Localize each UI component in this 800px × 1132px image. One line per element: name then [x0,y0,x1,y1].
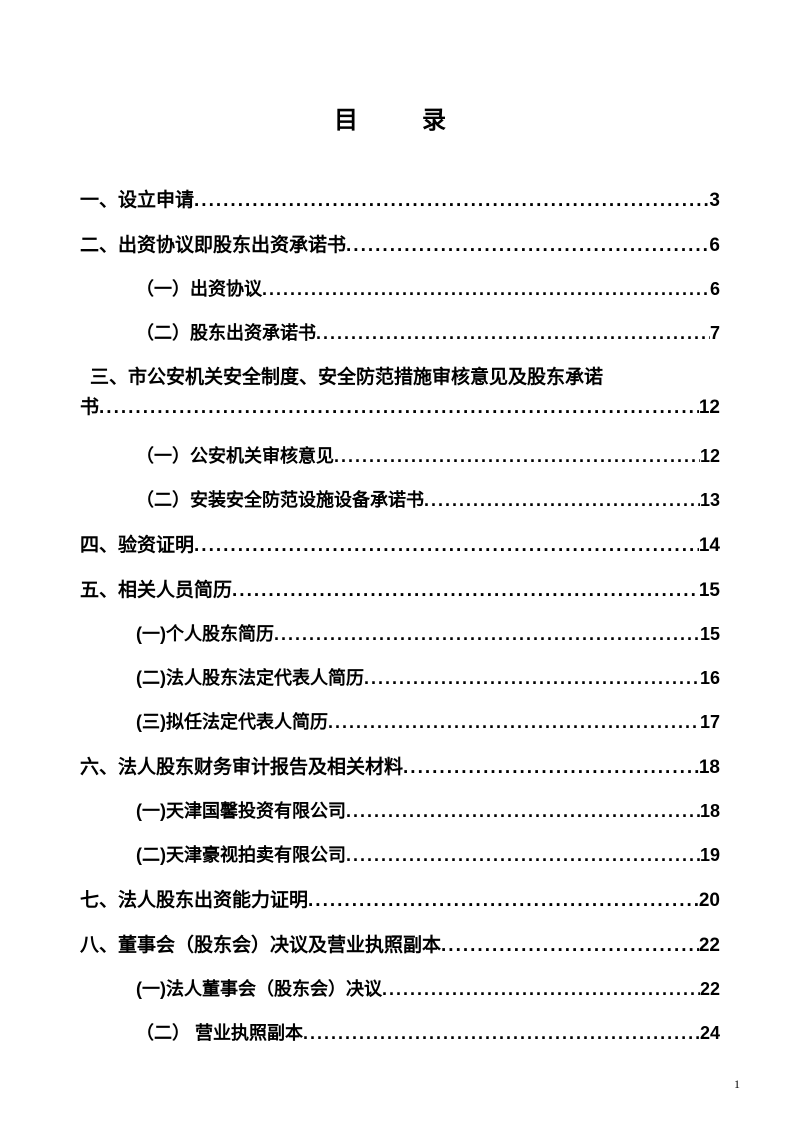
toc-entry-line2: 书.......................................… [80,393,720,423]
toc-entry-label: (一)个人股东简历 [136,620,274,646]
toc-entry-label: 二、出资协议即股东出资承诺书 [80,230,346,257]
toc-entry-label-line1: 三、市公安机关安全制度、安全防范措施审核意见及股东承诺 [80,363,720,393]
toc-entry-dots: ........................................… [346,235,709,257]
toc-entry-dots: ........................................… [194,535,699,557]
toc-entry-label: 七、法人股东出资能力证明 [80,885,308,912]
toc-entry-page: 7 [710,323,720,344]
toc-entry-page: 15 [699,580,720,602]
toc-entry-page: 3 [709,190,720,212]
toc-entry-label: (二)法人股东法定代表人简历 [136,664,364,690]
toc-entry-page: 12 [699,393,720,423]
toc-entry-label: 一、设立申请 [80,185,194,212]
toc-entry: 一、设立申请..................................… [80,185,720,212]
toc-entry: （二） 营业执照副本..............................… [80,1019,720,1045]
toc-entry-label: （二）股东出资承诺书 [136,319,316,345]
toc-entry-label: （二）安装安全防范设施设备承诺书 [136,486,424,512]
toc-entry: （一）出资协议.................................… [80,275,720,301]
toc-entry-label: (三)拟任法定代表人简历 [136,708,328,734]
toc-entry-dots: ........................................… [303,1023,700,1044]
toc-entry-page: 17 [700,712,720,733]
toc-entry-label: (一)法人董事会（股东会）决议 [136,975,382,1001]
toc-entry-dots: ........................................… [274,624,700,645]
toc-entry-label: (一)天津国馨投资有限公司 [136,797,346,823]
toc-entry-page: 18 [700,801,720,822]
toc-entry-dots: ........................................… [99,393,699,423]
page-number: 1 [734,1077,740,1092]
toc-title-text: 目 录 [334,107,466,134]
toc-entry-dots: ........................................… [424,490,700,511]
toc-entry: (一)法人董事会（股东会）决议.........................… [80,975,720,1001]
toc-entry-dots: ........................................… [346,845,700,866]
toc-entry-page: 18 [699,757,720,779]
toc-entry-dots: ........................................… [364,668,700,689]
toc-entry-dots: ........................................… [403,757,699,779]
toc-entry-page: 16 [700,668,720,689]
toc-entry-label: (二)天津豪视拍卖有限公司 [136,841,346,867]
toc-entry-page: 14 [699,535,720,557]
toc-entry-page: 6 [710,279,720,300]
toc-entry-page: 24 [700,1023,720,1044]
toc-entry-page: 20 [699,890,720,912]
toc-entry-page: 22 [700,979,720,1000]
toc-entry-label: 八、董事会（股东会）决议及营业执照副本 [80,930,441,957]
toc-entry: 二、出资协议即股东出资承诺书..........................… [80,230,720,257]
toc-entry: (三)拟任法定代表人简历............................… [80,708,720,734]
toc-entry: 六、法人股东财务审计报告及相关材料.......................… [80,752,720,779]
toc-entry-page: 13 [700,490,720,511]
toc-entry-label: （一）公安机关审核意见 [136,442,334,468]
toc-entry-dots: ........................................… [441,935,699,957]
toc-entry-dots: ........................................… [194,190,709,212]
toc-entry-dots: ........................................… [316,323,710,344]
toc-entry-page: 19 [700,845,720,866]
toc-entry: （一）公安机关审核意见.............................… [80,442,720,468]
toc-entry-dots: ........................................… [346,801,700,822]
toc-entry-label: （一）出资协议 [136,275,262,301]
toc-entry-page: 22 [699,935,720,957]
toc-entry-dots: ........................................… [232,580,699,602]
toc-entry-label: 五、相关人员简历 [80,575,232,602]
toc-entry: 七、法人股东出资能力证明............................… [80,885,720,912]
toc-entry-page: 12 [700,446,720,467]
toc-entry-label-line2: 书 [80,393,99,423]
toc-entry: 五、相关人员简历................................… [80,575,720,602]
toc-entry-dots: ........................................… [328,712,700,733]
toc-entry-label: 六、法人股东财务审计报告及相关材料 [80,752,403,779]
toc-entry-dots: ........................................… [308,890,699,912]
toc-entry: (二)天津豪视拍卖有限公司...........................… [80,841,720,867]
toc-title: 目 录 [80,100,720,135]
toc-entry: 八、董事会（股东会）决议及营业执照副本.....................… [80,930,720,957]
toc-entry: (二)法人股东法定代表人简历..........................… [80,664,720,690]
toc-entry: （二）股东出资承诺书..............................… [80,319,720,345]
toc-entry-page: 6 [709,235,720,257]
toc-entry: (一)天津国馨投资有限公司...........................… [80,797,720,823]
toc-entry-label: 四、验资证明 [80,530,194,557]
toc-entry-dots: ........................................… [334,446,700,467]
toc-entry: (一)个人股东简历...............................… [80,620,720,646]
toc-entry: （二）安装安全防范设施设备承诺书........................… [80,486,720,512]
toc-container: 一、设立申请..................................… [80,185,720,1045]
toc-entry-dots: ........................................… [262,279,710,300]
toc-entry-dots: ........................................… [382,979,700,1000]
toc-entry: 四、验资证明..................................… [80,530,720,557]
toc-entry-page: 15 [700,624,720,645]
toc-entry-wrapped: 三、市公安机关安全制度、安全防范措施审核意见及股东承诺书............… [80,363,720,424]
toc-entry-label: （二） 营业执照副本 [136,1019,303,1045]
